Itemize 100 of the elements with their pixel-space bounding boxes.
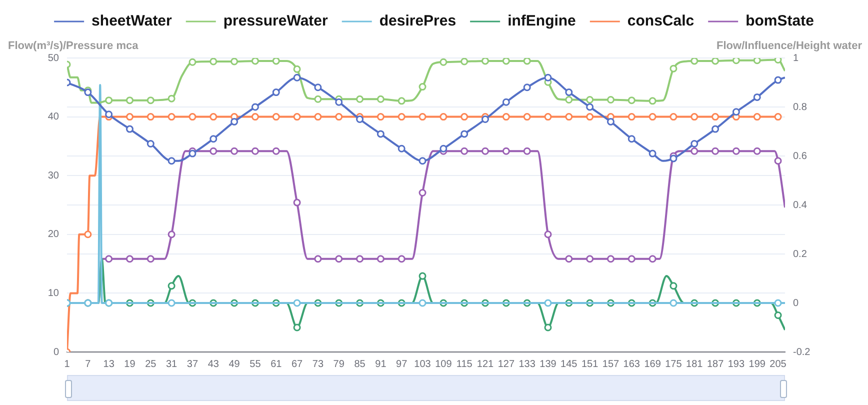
point xyxy=(774,76,782,84)
point xyxy=(398,113,406,121)
point xyxy=(544,324,552,332)
y-tick-label: 50 xyxy=(48,52,60,64)
x-tick-label: 205 xyxy=(770,358,787,370)
point xyxy=(565,88,573,96)
point xyxy=(544,113,552,121)
point xyxy=(356,116,364,123)
point xyxy=(502,113,510,121)
point xyxy=(84,230,92,238)
point xyxy=(230,118,238,126)
x-tick-label: 97 xyxy=(396,358,408,370)
point xyxy=(188,58,196,66)
point xyxy=(376,113,384,121)
y-axis-title: Flow(m³/s)/Pressure mca xyxy=(8,40,140,52)
point xyxy=(565,113,573,121)
point xyxy=(146,255,154,263)
point xyxy=(126,255,134,263)
point xyxy=(712,147,720,155)
point xyxy=(230,58,238,66)
point xyxy=(440,58,448,66)
point xyxy=(774,299,782,307)
point xyxy=(648,113,656,121)
y2-tick-label: 0 xyxy=(793,298,799,309)
x-tick-label: 181 xyxy=(686,358,704,370)
point xyxy=(251,113,259,121)
point xyxy=(418,157,426,165)
y-tick-label: 10 xyxy=(48,288,60,299)
point xyxy=(544,230,552,238)
point xyxy=(690,113,698,121)
point xyxy=(774,312,782,319)
point xyxy=(774,157,782,165)
point xyxy=(168,282,176,290)
point xyxy=(126,96,134,104)
point xyxy=(732,58,740,64)
x-tick-label: 199 xyxy=(748,358,766,370)
point xyxy=(774,58,782,64)
point xyxy=(670,299,678,307)
legend-label: pressureWater xyxy=(223,12,328,30)
legend-label: infEngine xyxy=(508,12,576,30)
x-tick-label: 133 xyxy=(518,358,536,370)
y2-tick-label: 0.4 xyxy=(793,200,808,211)
point xyxy=(586,255,594,263)
point xyxy=(376,255,384,263)
point xyxy=(712,113,720,121)
point xyxy=(105,96,113,104)
point xyxy=(502,147,510,155)
point xyxy=(168,94,176,102)
point xyxy=(502,58,510,65)
point xyxy=(230,147,238,155)
point xyxy=(188,113,196,121)
x-tick-label: 25 xyxy=(145,358,157,370)
legend-label: desirePres xyxy=(379,12,456,30)
point xyxy=(146,96,154,104)
point xyxy=(272,88,280,96)
point xyxy=(628,113,636,121)
x-tick-label: 91 xyxy=(375,358,387,370)
point xyxy=(314,84,322,92)
point xyxy=(168,113,176,121)
x-tick-label: 13 xyxy=(103,358,115,370)
x-tick-label: 31 xyxy=(166,358,178,370)
point xyxy=(460,147,468,155)
point xyxy=(356,255,364,263)
point xyxy=(418,83,426,91)
y2-tick-label: 0.6 xyxy=(793,150,808,162)
point xyxy=(126,125,134,133)
point xyxy=(523,84,531,92)
point xyxy=(670,113,678,121)
point xyxy=(606,96,614,104)
point xyxy=(272,113,280,121)
point xyxy=(670,154,678,162)
point xyxy=(690,147,698,155)
x-tick-label: 109 xyxy=(435,358,452,370)
point xyxy=(606,118,614,126)
point xyxy=(523,113,531,121)
point xyxy=(251,147,259,155)
point xyxy=(460,58,468,66)
x-tick-label: 67 xyxy=(291,358,304,370)
point xyxy=(628,255,636,263)
point xyxy=(293,74,301,82)
y-tick-label: 40 xyxy=(48,112,60,123)
point xyxy=(398,144,406,152)
y-tick-label: 30 xyxy=(48,170,60,182)
x-tick-label: 139 xyxy=(540,358,557,370)
x-tick-label: 187 xyxy=(706,358,724,370)
point xyxy=(398,97,406,105)
point xyxy=(210,147,218,155)
point xyxy=(732,147,740,155)
point xyxy=(251,58,259,65)
y-tick-label: 20 xyxy=(48,229,60,240)
point xyxy=(565,255,573,263)
point xyxy=(168,157,176,165)
point xyxy=(460,130,468,138)
point xyxy=(586,103,594,111)
x-tick-label: 85 xyxy=(354,358,366,370)
point xyxy=(712,58,720,65)
point xyxy=(272,147,280,155)
point xyxy=(146,140,154,148)
point xyxy=(648,97,656,105)
point xyxy=(210,58,218,66)
